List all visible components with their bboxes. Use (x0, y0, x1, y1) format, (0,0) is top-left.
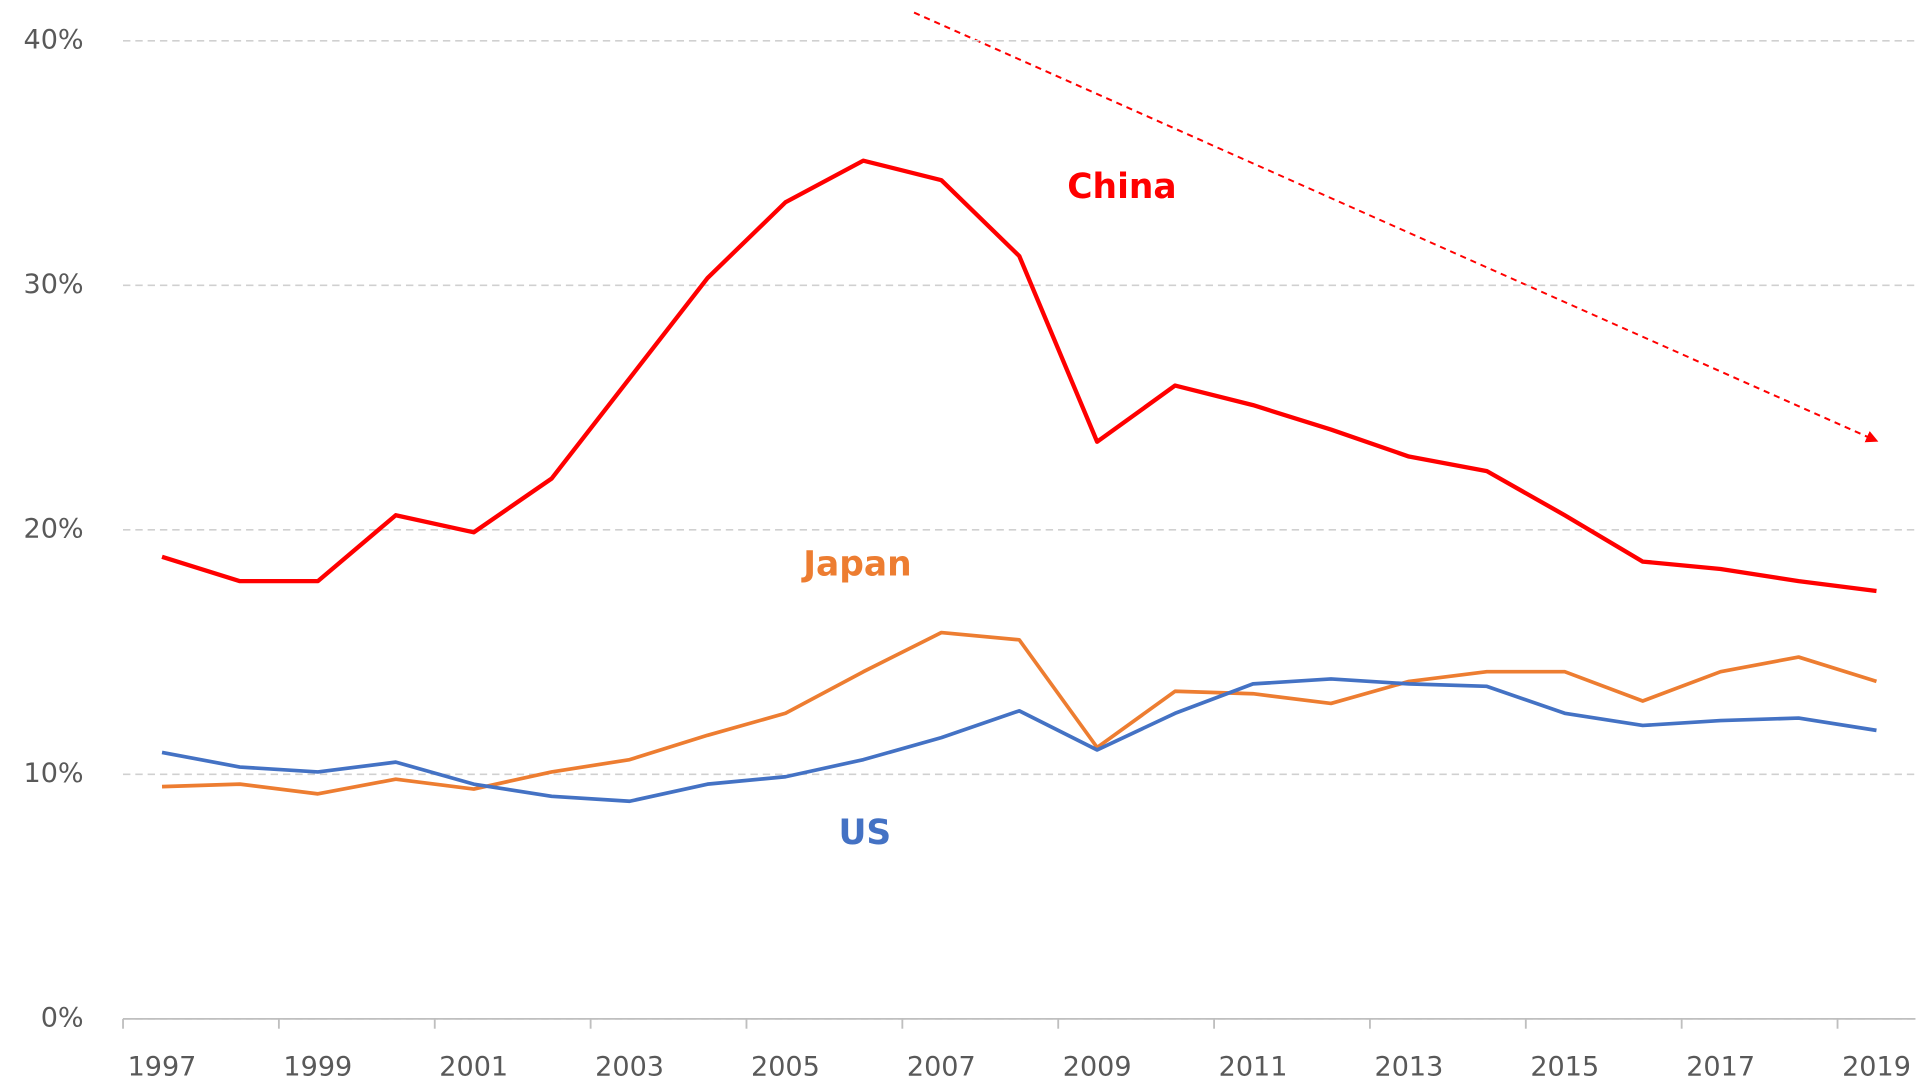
series-line (161, 677, 1877, 804)
series-label: China (1067, 167, 1176, 207)
x-tick-label: 1999 (283, 1052, 352, 1083)
series-label: Japan (801, 545, 911, 585)
x-tick-label: 2019 (1842, 1052, 1911, 1083)
x-tick-label: 2005 (751, 1052, 820, 1083)
y-tick-label: 30% (24, 269, 84, 300)
x-tick-label: 2009 (1063, 1052, 1132, 1083)
x-tick-label: 2013 (1374, 1052, 1443, 1083)
y-tick-label: 10% (24, 758, 84, 789)
x-tick-label: 2007 (907, 1052, 976, 1083)
series-line (161, 158, 1877, 594)
series-line (161, 630, 1878, 796)
x-tick-label: 2015 (1530, 1052, 1599, 1083)
x-tick-label: 2017 (1686, 1052, 1755, 1083)
y-tick-label: 20% (24, 513, 84, 544)
x-tick-label: 1997 (128, 1052, 197, 1083)
series-label: US (838, 813, 891, 853)
y-tick-label: 40% (24, 24, 84, 55)
x-tick-label: 2003 (595, 1052, 664, 1083)
trend-arrow (913, 11, 1879, 443)
y-tick-label: 0% (41, 1002, 84, 1033)
x-tick-label: 2001 (439, 1052, 508, 1083)
x-tick-label: 2011 (1219, 1052, 1288, 1083)
